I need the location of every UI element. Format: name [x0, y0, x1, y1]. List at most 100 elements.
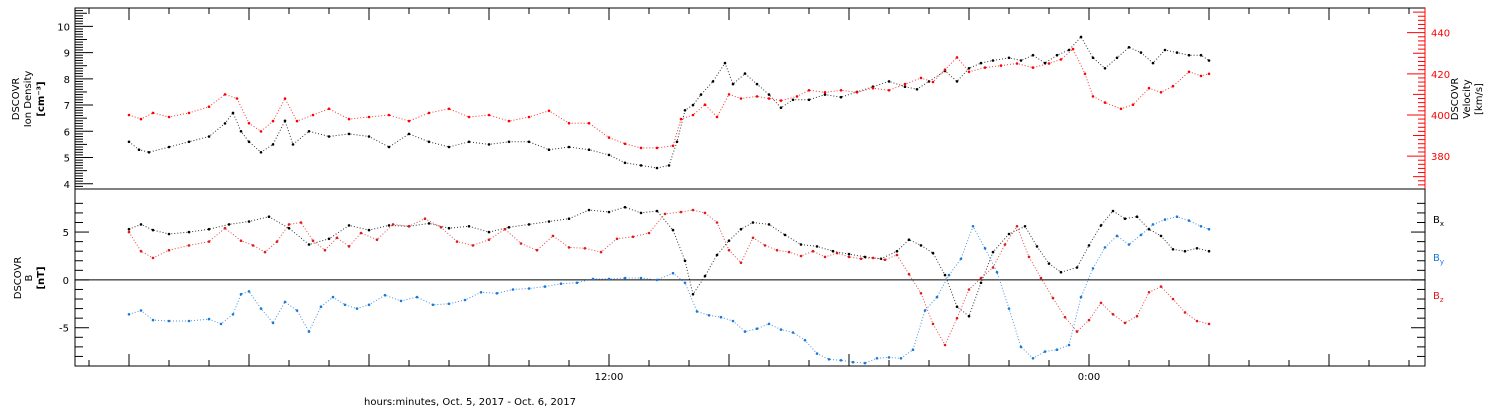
bx-point: [655, 209, 659, 213]
bottom-left-axis: -5 0 5: [59, 202, 1425, 357]
bx-point: [767, 223, 771, 226]
ion-density-point: [623, 161, 627, 165]
bz-point: [1123, 321, 1127, 325]
ion-density-point: [683, 109, 687, 112]
bz-point: [615, 237, 619, 241]
bx-point: [267, 215, 271, 218]
bz-point: [239, 239, 243, 242]
by-point: [431, 303, 435, 307]
by-point: [1187, 219, 1191, 222]
by-point: [935, 295, 939, 299]
by-point: [447, 302, 451, 306]
by-point: [367, 303, 371, 307]
by-point: [743, 330, 747, 333]
bz-point: [347, 245, 351, 248]
by-point: [863, 361, 867, 365]
velocity-point: [187, 111, 191, 115]
bz-point: [703, 211, 707, 215]
velocity-point: [427, 111, 431, 115]
by-point: [607, 277, 611, 281]
by-point: [923, 309, 927, 312]
velocity-point: [127, 113, 131, 117]
bx-point: [1035, 245, 1039, 248]
by-point: [495, 292, 499, 295]
velocity-point: [999, 64, 1003, 67]
velocity-point: [407, 119, 411, 123]
bottom-tick-label: 0: [63, 276, 69, 287]
bz-point: [1075, 330, 1079, 333]
bz-point: [275, 240, 279, 243]
bz-point: [1195, 319, 1199, 323]
ion-density-point: [755, 82, 759, 86]
bottom-ylabel-line2: B: [24, 274, 35, 281]
by-point: [1043, 350, 1047, 353]
velocity-point: [739, 97, 743, 100]
ion-density-point: [1091, 56, 1095, 60]
bz-point: [223, 226, 227, 230]
by-point: [307, 330, 311, 333]
bz-point: [167, 248, 171, 252]
ion-density-point: [779, 106, 783, 109]
bz-point: [471, 244, 475, 247]
ion-density-point: [567, 145, 571, 149]
ion-density-point: [979, 61, 983, 65]
velocity-point: [271, 119, 275, 123]
top-left-ylabel-line1: DSCOVR: [11, 78, 22, 121]
ion-density-point: [127, 140, 131, 144]
by-point: [1031, 357, 1035, 360]
bz-point: [1171, 297, 1175, 301]
ion-density-point: [447, 145, 451, 149]
ion-density-point: [767, 93, 771, 96]
velocity-point: [235, 97, 239, 100]
by-point: [1007, 307, 1011, 310]
bz-point: [407, 225, 411, 228]
bx-point: [607, 210, 611, 214]
bx-point: [1023, 225, 1027, 228]
by-point: [1151, 223, 1155, 226]
velocity-point: [671, 144, 675, 148]
ion-density-point: [487, 143, 491, 146]
bx-point: [387, 224, 391, 227]
bx-point: [1135, 215, 1139, 218]
by-point: [399, 299, 403, 303]
ion-density-point: [367, 135, 371, 138]
bx-point: [623, 205, 627, 209]
bx-point: [991, 250, 995, 254]
ion-density-point: [903, 85, 907, 88]
bx-point: [847, 252, 851, 256]
bz-point: [323, 248, 327, 252]
bottom-panel-frame: [74, 188, 1426, 367]
ion-density-point: [991, 59, 995, 62]
x-tick-label: 12:00: [595, 372, 624, 383]
by-point: [575, 281, 579, 285]
ion-density-point: [967, 67, 971, 70]
by-point: [959, 257, 963, 261]
bz-point: [251, 244, 255, 247]
ion-density-point: [1163, 48, 1167, 52]
by-point: [839, 359, 843, 362]
bottom-ylabel-line1: DSCOVR: [13, 257, 24, 300]
by-point: [1175, 215, 1179, 218]
bottom-tick-label: 5: [63, 228, 69, 239]
bx-point: [1059, 270, 1063, 274]
ion-density-point: [291, 143, 295, 146]
by-point: [1127, 243, 1131, 246]
bottom-ylabel-units: [nT]: [36, 266, 47, 289]
bx-point: [1183, 249, 1187, 253]
by-point: [239, 292, 243, 296]
by-trace: [128, 216, 1210, 364]
velocity-point: [207, 105, 211, 108]
bx-point: [943, 273, 947, 277]
ion-density-point: [667, 164, 671, 167]
top-left-tick-label: 7: [64, 101, 70, 112]
ion-density-point: [307, 130, 311, 133]
bx-point: [487, 230, 491, 234]
bx-point: [247, 220, 251, 223]
bz-point: [583, 247, 587, 250]
by-point: [1115, 234, 1119, 238]
by-point: [755, 327, 759, 331]
by-point: [875, 357, 879, 360]
ion-density-point: [1079, 35, 1083, 39]
bz-point: [919, 292, 923, 295]
ion-density-point: [1139, 51, 1143, 54]
